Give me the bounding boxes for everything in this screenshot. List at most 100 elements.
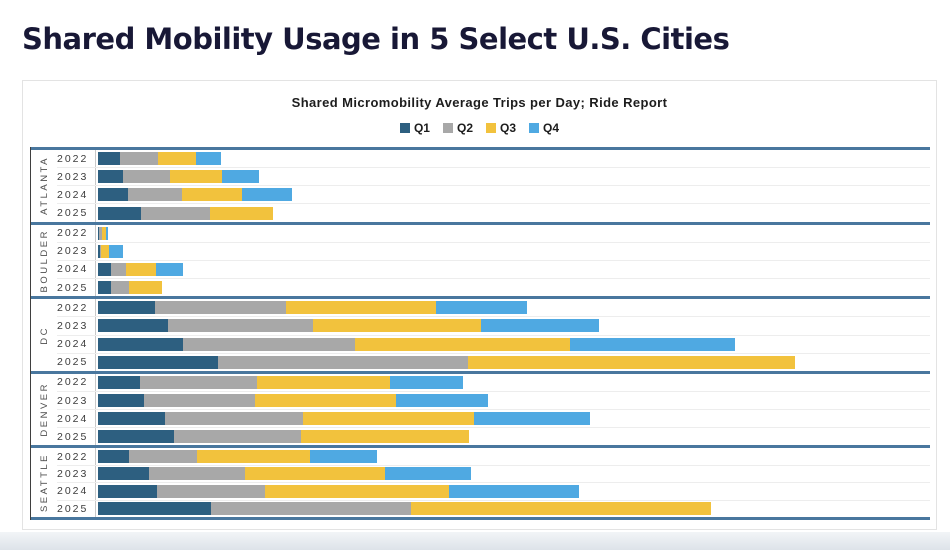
stacked-bar (98, 467, 471, 481)
city-group-dc: DC 2022 2023 2024 2025 (31, 296, 930, 371)
bar-segment-q1 (98, 206, 141, 220)
bar-segment-q3 (129, 281, 162, 295)
year-row-dc-2022: 2022 (57, 299, 930, 318)
year-row-denver-2023: 2023 (57, 391, 930, 411)
bar-segment-q3 (182, 188, 242, 202)
city-label: DC (38, 325, 50, 345)
bar-track (95, 279, 930, 297)
bar-segment-q4 (106, 226, 108, 240)
city-label-col: DC (31, 299, 57, 371)
bar-segment-q2 (157, 484, 265, 498)
city-group-atlanta: ATLANTA 2022 2023 2024 2025 (31, 147, 930, 222)
bar-segment-q3 (245, 467, 385, 481)
bar-segment-q1 (98, 355, 218, 369)
chart-legend: Q1 Q2 Q3 Q4 (23, 121, 936, 135)
bar-track (95, 168, 930, 186)
page-footer-strip (0, 532, 950, 550)
year-row-atlanta-2024: 2024 (57, 186, 930, 205)
year-label: 2022 (57, 376, 89, 389)
year-row-atlanta-2023: 2023 (57, 168, 930, 187)
bar-segment-q1 (98, 375, 140, 389)
stacked-bar (98, 281, 162, 295)
bar-segment-q2 (155, 301, 286, 315)
year-label: 2024 (57, 263, 89, 276)
stacked-bar (98, 301, 527, 315)
bar-segment-q4 (436, 301, 527, 315)
year-row-seattle-2025: 2025 (57, 500, 930, 517)
bar-segment-q2 (149, 467, 245, 481)
legend-item-q1: Q1 (399, 121, 430, 135)
bar-segment-q2 (100, 244, 101, 258)
year-label: 2025 (57, 502, 89, 515)
bar-segment-q3 (126, 262, 156, 276)
year-label: 2023 (57, 170, 89, 183)
bar-segment-q1 (98, 188, 128, 202)
bar-segment-q3 (170, 170, 222, 184)
year-row-seattle-2022: 2022 (57, 448, 930, 466)
city-rows: 2022 2023 2024 2025 (57, 448, 930, 517)
year-label: 2022 (57, 152, 89, 165)
bar-track (95, 335, 930, 353)
bar-segment-q4 (396, 394, 488, 408)
bar-segment-q2 (183, 337, 355, 351)
bar-segment-q1 (98, 412, 165, 426)
year-label: 2022 (57, 301, 89, 314)
stacked-bar (98, 337, 735, 351)
legend-label-q1: Q1 (413, 121, 430, 135)
bar-track (95, 448, 930, 465)
city-label-col: BOULDER (31, 225, 57, 297)
legend-swatch-q1 (399, 123, 410, 133)
legend-item-q2: Q2 (442, 121, 473, 135)
year-row-boulder-2024: 2024 (57, 260, 930, 280)
bar-segment-q1 (98, 430, 174, 444)
stacked-bar (98, 484, 579, 498)
bar-segment-q2 (218, 355, 468, 369)
city-group-boulder: BOULDER 2022 2023 2024 2025 (31, 221, 930, 297)
year-row-boulder-2025: 2025 (57, 279, 930, 297)
bar-segment-q2 (168, 319, 313, 333)
bar-segment-q1 (98, 226, 99, 240)
city-group-denver: DENVER 2022 2023 2024 2025 (31, 370, 930, 446)
stacked-bar (98, 206, 273, 220)
bar-track (95, 410, 930, 428)
bar-track (95, 242, 930, 260)
bar-segment-q3 (102, 226, 106, 240)
legend-label-q4: Q4 (543, 121, 560, 135)
bar-segment-q1 (98, 244, 100, 258)
bar-track (95, 465, 930, 483)
stacked-bar (98, 226, 108, 240)
bar-segment-q1 (98, 467, 149, 481)
legend-swatch-q4 (529, 123, 540, 133)
stacked-bar (98, 430, 469, 444)
bar-segment-q3 (411, 502, 711, 516)
city-rows: 2022 2023 2024 2025 (57, 224, 930, 297)
bar-segment-q2 (123, 170, 170, 184)
year-label: 2022 (57, 450, 89, 463)
bar-segment-q3 (158, 152, 196, 166)
chart-card: Shared Micromobility Average Trips per D… (22, 80, 937, 530)
stacked-bar (98, 319, 599, 333)
bar-segment-q1 (98, 152, 120, 166)
year-label: 2024 (57, 412, 89, 425)
bar-segment-q3 (313, 319, 481, 333)
page-title: Shared Mobility Usage in 5 Select U.S. C… (22, 22, 730, 56)
bar-segment-q4 (156, 262, 183, 276)
bar-segment-q4 (196, 152, 221, 166)
bar-segment-q4 (474, 412, 590, 426)
legend-swatch-q3 (486, 123, 496, 133)
year-row-denver-2022: 2022 (57, 373, 930, 392)
year-row-dc-2025: 2025 (57, 353, 930, 371)
bar-segment-q3 (265, 484, 449, 498)
bar-track (95, 317, 930, 335)
bar-segment-q3 (197, 450, 310, 464)
bar-segment-q4 (109, 244, 123, 258)
city-rows: 2022 2023 2024 2025 (57, 299, 930, 371)
stacked-bar (98, 170, 259, 184)
year-row-seattle-2023: 2023 (57, 465, 930, 484)
year-label: 2025 (57, 281, 89, 294)
stacked-bar (98, 375, 463, 389)
city-rows: 2022 2023 2024 2025 (57, 150, 930, 222)
bar-segment-q1 (98, 170, 123, 184)
year-row-denver-2025: 2025 (57, 428, 930, 446)
bar-track (95, 186, 930, 204)
